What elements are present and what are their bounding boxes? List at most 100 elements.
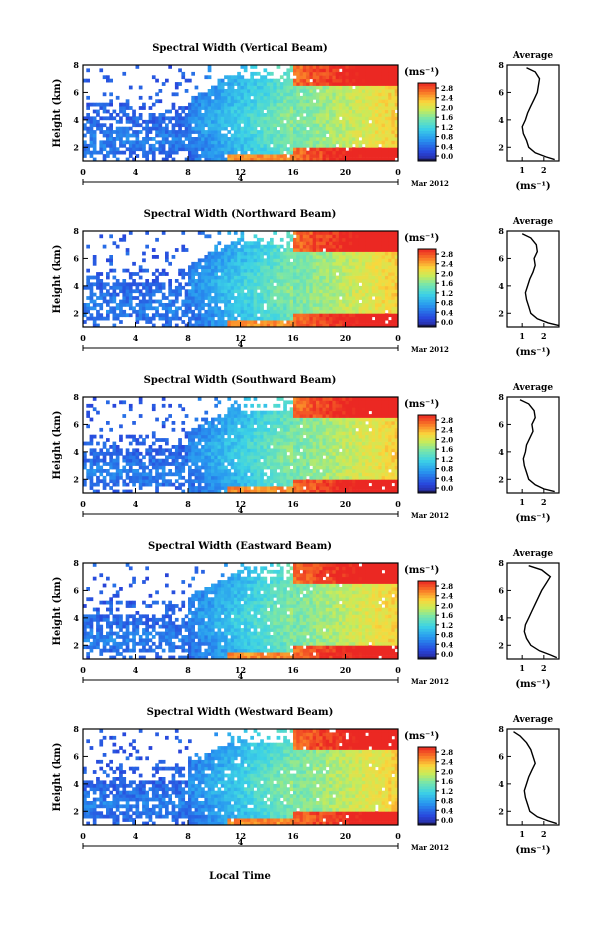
panel-1-colorbar-gradient bbox=[418, 249, 436, 328]
panel-2-colorbar-tick-label-6: 2.4 bbox=[441, 426, 453, 435]
panel-3-xtick-label-1: 4 bbox=[133, 665, 139, 675]
panel-0-colorbar-unit: (ms⁻¹) bbox=[404, 67, 439, 78]
panel-1: Spectral Width (Northward Beam) 2 4 6 8 Heigh… bbox=[52, 209, 560, 358]
panel-2-xtick-label-0: 0 bbox=[80, 499, 86, 509]
panel-4-xtick-label-0: 0 bbox=[80, 831, 86, 841]
panel-1-colorbar-tick-label-2: 0.8 bbox=[441, 299, 453, 308]
panel-2-average-title: Average bbox=[512, 383, 553, 393]
panel-0-colorbar-tick-label-2: 0.8 bbox=[441, 133, 453, 142]
panel-3-xtick-label-5: 20 bbox=[340, 665, 352, 675]
panel-3-date-day: 4 bbox=[238, 671, 244, 681]
panel-4-ytick-label-1: 4 bbox=[73, 779, 79, 789]
panel-0-xtick-label-2: 8 bbox=[185, 167, 191, 177]
panel-2-ylabel: Height (km) bbox=[52, 411, 63, 480]
panel-0-xtick-label-4: 16 bbox=[287, 167, 299, 177]
panel-4-average-ytick-label-3: 8 bbox=[498, 724, 504, 734]
panel-1-xtick-label-6: 0 bbox=[395, 333, 401, 343]
panel-1-colorbar-tick-label-5: 2.0 bbox=[441, 269, 453, 278]
panel-2-average-ytick-label-2: 6 bbox=[498, 419, 504, 429]
panel-2-colorbar-frame bbox=[417, 414, 437, 494]
panel-0-colorbar-tick-label-5: 2.0 bbox=[441, 103, 453, 112]
panel-2-colorbar-tick-label-4: 1.6 bbox=[441, 445, 453, 454]
panel-1-colorbar-tick-label-7: 2.8 bbox=[441, 250, 453, 259]
panel-2-heatmap-cells bbox=[83, 397, 399, 494]
panel-4-colorbar-frame bbox=[417, 746, 437, 826]
panel-3-xtick-label-3: 12 bbox=[235, 665, 246, 675]
panel-0-average-xtick-label-0: 1 bbox=[519, 165, 525, 175]
panel-2-average-ytick-label-1: 4 bbox=[498, 447, 504, 457]
panel-0-heatmap-cells bbox=[83, 65, 399, 162]
panel-2-colorbar-tick-label-1: 0.4 bbox=[441, 474, 453, 483]
panel-4-colorbar-tick-label-5: 2.0 bbox=[441, 767, 453, 776]
panel-4-date-suffix: Mar 2012 bbox=[411, 843, 449, 852]
panel-1-ytick-label-0: 2 bbox=[73, 308, 79, 318]
panel-1-average-xtick-label-1: 2 bbox=[541, 331, 547, 341]
panel-1-xtick-label-5: 20 bbox=[340, 333, 352, 343]
panel-3-colorbar-tick-label-7: 2.8 bbox=[441, 582, 453, 591]
panel-3-colorbar-tick-label-4: 1.6 bbox=[441, 611, 453, 620]
panel-2-colorbar-tick-label-5: 2.0 bbox=[441, 435, 453, 444]
panel-4-average-ytick-label-2: 6 bbox=[498, 751, 504, 761]
panel-0-ytick-label-2: 6 bbox=[73, 87, 79, 97]
panel-2-colorbar-tick-label-2: 0.8 bbox=[441, 465, 453, 474]
panel-1-ylabel: Height (km) bbox=[52, 245, 63, 314]
panel-0-xtick-label-3: 12 bbox=[235, 167, 246, 177]
panel-0-date-suffix: Mar 2012 bbox=[411, 179, 449, 188]
panel-3-average-title: Average bbox=[512, 549, 553, 559]
panel-4-colorbar-tick-label-2: 0.8 bbox=[441, 797, 453, 806]
panel-2-date-suffix: Mar 2012 bbox=[411, 511, 449, 520]
panel-3-ytick-label-2: 6 bbox=[73, 585, 79, 595]
panel-1-ytick-label-3: 8 bbox=[73, 226, 79, 236]
panel-3-average-profile-line bbox=[523, 565, 558, 659]
panel-0-colorbar-tick-label-1: 0.4 bbox=[441, 142, 453, 151]
panel-2-xtick-label-4: 16 bbox=[287, 499, 299, 509]
panel-2-xtick-label-2: 8 bbox=[185, 499, 191, 509]
panel-4-xtick-label-4: 16 bbox=[287, 831, 299, 841]
panel-4-colorbar-gradient bbox=[418, 747, 436, 826]
panel-2-average-xtick-label-0: 1 bbox=[519, 497, 525, 507]
panel-2-colorbar-gradient bbox=[418, 415, 436, 494]
panel-4-average-ytick-label-0: 2 bbox=[498, 806, 504, 816]
panel-1-colorbar-tick-label-3: 1.2 bbox=[441, 289, 453, 298]
panel-1-title: Spectral Width (Northward Beam) bbox=[144, 209, 337, 220]
panel-1-colorbar-tick-label-4: 1.6 bbox=[441, 279, 453, 288]
panel-4-ytick-label-2: 6 bbox=[73, 751, 79, 761]
panel-3-ylabel: Height (km) bbox=[52, 577, 63, 646]
panel-2-colorbar-tick-label-0: 0.0 bbox=[441, 484, 453, 493]
panel-1-xtick-label-2: 8 bbox=[185, 333, 191, 343]
panel-4-xtick-label-5: 20 bbox=[340, 831, 352, 841]
panel-1-average-title: Average bbox=[512, 217, 553, 227]
panel-3-xtick-label-0: 0 bbox=[80, 665, 86, 675]
panel-0-average-profile-line bbox=[521, 67, 555, 161]
panel-1-xtick-label-4: 16 bbox=[287, 333, 299, 343]
panel-0-colorbar-gradient bbox=[418, 83, 436, 162]
panel-2-colorbar-tick-label-7: 2.8 bbox=[441, 416, 453, 425]
panel-4-average-xtick-label-1: 2 bbox=[541, 829, 547, 839]
panel-3-ytick-label-3: 8 bbox=[73, 558, 79, 568]
panel-0-colorbar-tick-label-7: 2.8 bbox=[441, 84, 453, 93]
panel-2-ytick-label-1: 4 bbox=[73, 447, 79, 457]
panel-2-xtick-label-3: 12 bbox=[235, 499, 246, 509]
panel-3-colorbar-tick-label-5: 2.0 bbox=[441, 601, 453, 610]
panel-3-colorbar-gradient bbox=[418, 581, 436, 660]
panel-1-average-ytick-label-0: 2 bbox=[498, 308, 504, 318]
panel-2-average-unit: (ms⁻¹) bbox=[515, 513, 550, 524]
panel-1-colorbar-frame bbox=[417, 248, 437, 328]
panel-1-average-ytick-label-1: 4 bbox=[498, 281, 504, 291]
panel-1-colorbar-unit: (ms⁻¹) bbox=[404, 233, 439, 244]
panel-0-date-day: 4 bbox=[238, 173, 244, 183]
panel-4-heatmap-cells bbox=[83, 729, 399, 826]
panel-4-average-unit: (ms⁻¹) bbox=[515, 845, 550, 856]
panel-2-average-ytick-label-0: 2 bbox=[498, 474, 504, 484]
panel-3-average-ytick-label-3: 8 bbox=[498, 558, 504, 568]
panel-1-average-frame bbox=[506, 230, 560, 328]
panel-4-xtick-label-6: 0 bbox=[395, 831, 401, 841]
panel-1-colorbar-tick-label-6: 2.4 bbox=[441, 260, 453, 269]
panel-3-average-xtick-label-1: 2 bbox=[541, 663, 547, 673]
panel-2-title: Spectral Width (Southward Beam) bbox=[144, 375, 337, 386]
panel-1-xtick-label-3: 12 bbox=[235, 333, 246, 343]
panel-4-colorbar-tick-label-3: 1.2 bbox=[441, 787, 453, 796]
panel-4-colorbar-unit: (ms⁻¹) bbox=[404, 731, 439, 742]
panel-3-title: Spectral Width (Eastward Beam) bbox=[148, 541, 332, 552]
panel-0-ytick-label-0: 2 bbox=[73, 142, 79, 152]
